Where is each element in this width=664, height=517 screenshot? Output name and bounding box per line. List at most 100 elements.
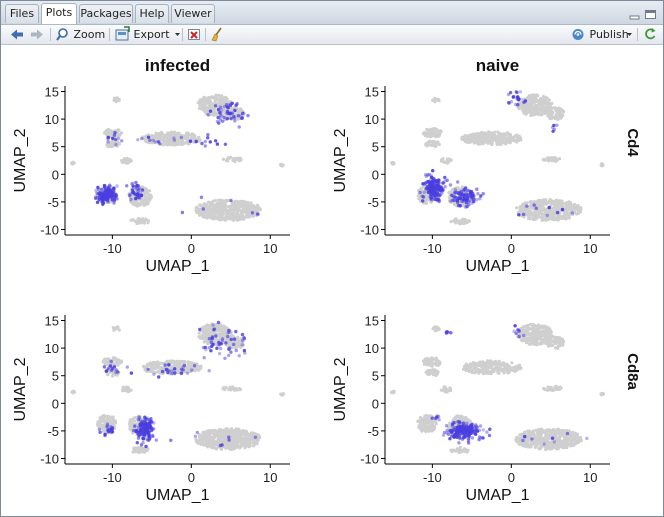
expression-point <box>112 201 116 205</box>
tab-files[interactable]: Files <box>5 4 39 23</box>
expression-point <box>219 108 224 112</box>
cell-point <box>248 433 252 437</box>
expression-point <box>453 188 458 192</box>
cell-point <box>498 137 502 141</box>
back-button[interactable] <box>9 25 25 44</box>
publish-button[interactable]: Publish <box>571 25 629 44</box>
cell-point <box>488 133 492 138</box>
cell-point <box>206 429 210 433</box>
cell-point <box>157 365 161 369</box>
cell-point <box>225 159 230 163</box>
cell-point <box>222 327 226 331</box>
cell-point <box>225 338 229 342</box>
cell-point <box>103 357 108 361</box>
expression-point <box>560 207 565 212</box>
column-title-naive: naive <box>476 56 519 75</box>
cell-point <box>220 332 224 336</box>
cell-point <box>534 105 539 109</box>
clear-all-plots-button[interactable] <box>210 25 224 44</box>
tab-help[interactable]: Help <box>135 4 169 23</box>
cell-point <box>112 371 116 375</box>
expression-point <box>236 114 240 118</box>
cell-point <box>550 211 554 215</box>
cell-point <box>550 101 554 105</box>
cell-point <box>207 324 211 328</box>
cell-point <box>115 360 119 364</box>
expression-point <box>421 199 425 203</box>
expression-point <box>426 190 430 194</box>
cell-point <box>186 360 190 364</box>
cell-point <box>445 161 450 165</box>
cell-point <box>187 133 191 137</box>
tab-plots[interactable]: Plots <box>41 3 77 24</box>
cell-point <box>531 113 535 117</box>
zoom-button[interactable]: Zoom <box>56 25 105 44</box>
cell-point <box>123 157 127 161</box>
cell-point <box>185 370 190 374</box>
cell-point <box>509 139 513 143</box>
cell-point <box>526 213 530 217</box>
cell-point <box>255 442 259 446</box>
minimize-pane-icon[interactable] <box>628 7 641 20</box>
expression-point <box>525 204 529 208</box>
cell-point <box>121 385 125 389</box>
expression-point <box>422 190 426 194</box>
expression-point <box>100 187 104 192</box>
cell-point <box>225 427 229 431</box>
cell-point <box>216 209 220 213</box>
cell-point <box>541 217 545 221</box>
expression-point <box>463 205 468 209</box>
cell-point <box>132 447 136 451</box>
cell-point <box>245 441 249 445</box>
cell-point <box>112 357 117 362</box>
tab-packages[interactable]: Packages <box>79 4 133 23</box>
cell-point <box>557 217 561 221</box>
cell-point <box>525 201 529 205</box>
cell-point <box>539 211 543 215</box>
cell-point <box>546 114 550 118</box>
cell-point <box>553 116 557 121</box>
cell-point <box>502 134 506 139</box>
maximize-pane-icon[interactable] <box>644 7 657 19</box>
cell-point <box>105 361 110 365</box>
cell-point <box>221 99 225 103</box>
cell-point <box>228 442 232 446</box>
cell-point <box>178 359 182 363</box>
refresh-icon <box>645 28 656 40</box>
cell-point <box>534 215 538 219</box>
expression-point <box>476 192 480 196</box>
x-tick-label: 0 <box>508 241 515 256</box>
refresh-plot-button[interactable] <box>643 25 657 44</box>
forward-button[interactable] <box>29 25 45 44</box>
cell-point <box>424 131 428 135</box>
expression-point <box>208 140 212 144</box>
expression-point <box>431 169 435 173</box>
cell-point <box>157 135 161 139</box>
export-button[interactable]: Export <box>115 25 182 44</box>
cell-point <box>541 97 545 101</box>
expression-point <box>221 119 225 124</box>
cell-point <box>172 137 176 141</box>
x-tick-label: 10 <box>263 241 277 256</box>
cell-point <box>197 139 201 143</box>
cell-point <box>466 139 470 143</box>
cell-point <box>239 439 243 443</box>
cell-point <box>561 109 565 114</box>
expression-point <box>570 211 574 215</box>
cell-point <box>201 96 206 100</box>
tab-viewer[interactable]: Viewer <box>171 4 215 23</box>
cell-point <box>133 203 137 207</box>
expression-point <box>439 187 444 192</box>
cell-point <box>461 217 465 221</box>
cell-point <box>202 107 206 112</box>
expression-point <box>439 185 443 189</box>
cell-point <box>518 206 523 210</box>
remove-plot-button[interactable] <box>187 25 201 44</box>
cell-point <box>239 158 243 162</box>
publish-menu-button[interactable] <box>625 25 634 44</box>
cell-point <box>175 365 179 369</box>
cell-point <box>240 200 244 205</box>
cell-point <box>185 140 189 145</box>
